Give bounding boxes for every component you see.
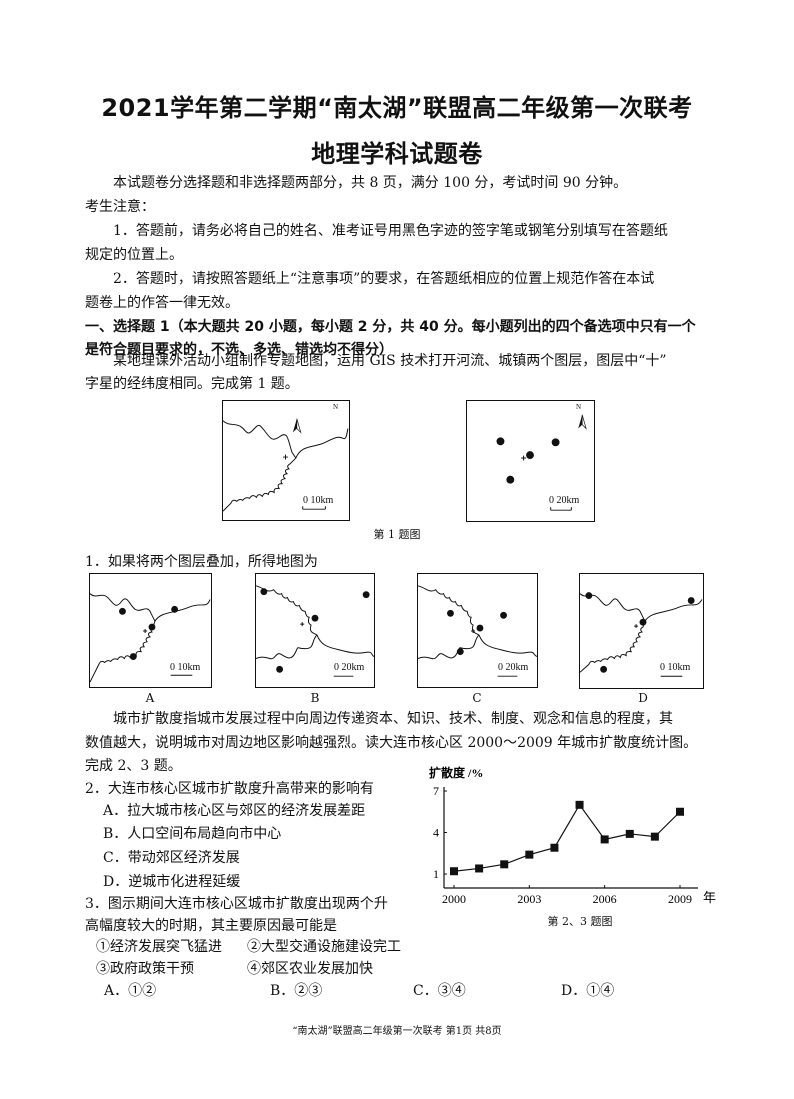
x-tick-label: 2009: [668, 892, 692, 906]
x-tick-label: 2003: [517, 892, 541, 906]
y-tick-label: 7: [433, 784, 439, 798]
scale-label: 0 10km: [170, 662, 201, 673]
q3-option-b[interactable]: B．②③: [270, 983, 323, 999]
option-a-label[interactable]: A: [145, 691, 155, 705]
overlay-map: [256, 585, 374, 677]
overlay-map: [90, 593, 211, 683]
x-axis-label: 年: [703, 890, 716, 905]
data-point: [500, 860, 509, 869]
scale-label: 0 10km: [303, 495, 334, 506]
page-footer: “南太湖”联盟高二年级第一次联考 第1页 共8页: [292, 1026, 502, 1037]
scale-label: 0 20km: [549, 495, 580, 506]
option-a-map[interactable]: 0 10km: [89, 573, 212, 688]
north-arrow-icon: [578, 414, 583, 429]
data-point: [475, 864, 484, 873]
notice-2b: 题卷上的作答一律无效。: [85, 295, 239, 311]
data-point: [550, 843, 559, 852]
north-label: N: [333, 403, 339, 411]
q3-option-a[interactable]: A．①②: [104, 983, 157, 999]
question-2: 2．大连市核心区城市扩散度升高带来的影响有: [85, 781, 374, 797]
y-tick-label: 4: [433, 826, 439, 840]
option-b-map[interactable]: 0 20km: [255, 573, 375, 688]
notice-2a: 2．答题时，请按照答题纸上“注意事项”的要求，在答题纸相应的位置上规范作答在本试: [113, 271, 655, 287]
data-point: [575, 800, 584, 809]
data-point: [600, 835, 609, 844]
figure-1-caption: 第 1 题图: [373, 528, 421, 541]
q3-option-d[interactable]: D．①④: [561, 983, 615, 999]
figure-2-caption: 第 2、3 题图: [547, 915, 613, 928]
intro-summary: 本试题卷分选择题和非选择题两部分，共 8 页，满分 100 分，考试时间 90 …: [113, 175, 628, 191]
option-d-label[interactable]: D: [638, 691, 648, 705]
map-river-layer: 0 10km N: [222, 400, 350, 521]
title-line-2: 地理学科试题卷: [311, 140, 483, 168]
data-point: [676, 807, 684, 816]
y-axis-label: 扩散度 /%: [429, 765, 483, 780]
q2-option-a[interactable]: A．拉大城市核心区与郊区的经济发展差距: [103, 803, 366, 819]
overlay-map: [418, 585, 537, 677]
q2-option-c[interactable]: C．带动郊区经济发展: [103, 850, 240, 866]
y-tick-label: 1: [433, 867, 439, 881]
stem1-b: 字星的经纬度相同。完成第 1 题。: [85, 376, 299, 392]
scale-label: 0 20km: [498, 662, 529, 673]
notice-label: 考生注意：: [85, 199, 155, 215]
data-point: [450, 867, 458, 876]
x-tick-label: 2006: [593, 892, 617, 906]
north-arrow-icon: [292, 418, 297, 433]
overlay-map: [580, 592, 703, 677]
river-lines: [223, 418, 349, 512]
scale-label: 0 20km: [334, 662, 365, 673]
option-c-map[interactable]: 0 20km: [417, 573, 538, 688]
data-point: [625, 829, 634, 838]
title-line-1: 2021学年第二学期“南太湖”联盟高二年级第一次联考: [101, 94, 693, 122]
q3-item-4: ④郊区农业发展加快: [247, 961, 373, 977]
notice-1a: 1．答题前，请务必将自己的姓名、准考证号用黑色字迹的签字笔或钢笔分别填写在答题纸: [113, 223, 668, 239]
data-point: [525, 850, 534, 859]
q2-option-d[interactable]: D．逆城市化进程延缓: [103, 874, 241, 890]
q3-item-3: ③政府政策干预: [96, 961, 194, 977]
q3-option-c[interactable]: C．③④: [413, 983, 466, 999]
stem2-b: 数值越大，说明城市对周边地区影响越强烈。读大连市核心区 2000～2009 年城…: [85, 735, 698, 751]
data-point: [650, 832, 659, 841]
stem2-c: 完成 2、3 题。: [85, 758, 182, 774]
option-b-label[interactable]: B: [310, 691, 320, 705]
section-heading-b: 是符合题目要求的，不选、多选、错选均不得分）: [85, 342, 393, 358]
question-1: 1．如果将两个图层叠加，所得地图为: [85, 554, 318, 570]
x-tick-label: 2000: [442, 892, 466, 906]
option-c-label[interactable]: C: [472, 691, 482, 705]
q2-option-b[interactable]: B．人口空间布局趋向市中心: [103, 826, 282, 842]
q3-item-2: ②大型交通设施建设完工: [247, 939, 401, 955]
q3-item-1: ①经济发展突飞猛进: [96, 939, 222, 955]
section-heading-a: 一、选择题 1（本大题共 20 小题，每小题 2 分，共 40 分。每小题列出的…: [85, 319, 696, 335]
diffusion-line-chart: 扩散度 /% 年 1 4 7 2000 2003 2006 2009: [429, 765, 716, 906]
question-3-b: 高幅度较大的时期，其主要原因最可能是: [85, 918, 337, 934]
stem1-a: 某地理课外活动小组制作专题地图，运用 GIS 技术打开河流、城镇两个图层，图层中…: [113, 353, 667, 369]
option-d-map[interactable]: 0 10km: [579, 573, 704, 689]
scale-label: 0 10km: [660, 662, 691, 673]
series-line: [453, 803, 681, 872]
map-town-layer: 0 20km N: [466, 400, 595, 522]
town-points: [496, 414, 587, 511]
notice-1b: 规定的位置上。: [85, 247, 183, 263]
question-3-a: 3．图示期间大连市核心区城市扩散度出现两个升: [85, 896, 388, 912]
north-label: N: [576, 403, 582, 411]
stem2-a: 城市扩散度指城市发展过程中向周边传递资本、知识、技术、制度、观念和信息的程度，其: [113, 711, 673, 727]
